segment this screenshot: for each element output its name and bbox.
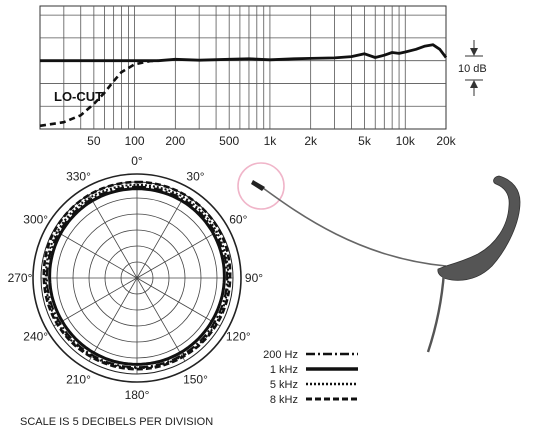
frequency-tick-labels: 50 100 200 500 1k 2k 5k 10k 20k xyxy=(87,134,456,148)
mic-boom-icon xyxy=(262,187,447,267)
scale-marker-arrow-up xyxy=(470,80,478,88)
frequency-tick-label: 100 xyxy=(125,134,145,148)
polar-pattern-chart: 0° 30° 60° 90° 120° 150° 180° 210° 240° 270° 300° 3… xyxy=(8,154,358,428)
lo-cut-series-line xyxy=(39,59,159,128)
headworn-microphone-icon xyxy=(237,162,521,353)
polar-angle-labels: 0° 30° 60° 90° 120° 150° 180° 210° 240° 270° 300° 3… xyxy=(8,154,264,402)
mic-capsule-icon xyxy=(251,180,265,191)
polar-series-dotted xyxy=(44,183,230,370)
frequency-tick-label: 20k xyxy=(436,134,456,148)
polar-angle-label: 180° xyxy=(125,388,150,402)
lo-cut-annotation: LO-CUT xyxy=(54,89,103,104)
frequency-tick-label: 10k xyxy=(396,134,416,148)
scale-marker: 10 dB xyxy=(458,40,487,96)
frequency-plot-frame xyxy=(39,5,447,130)
ear-hook-icon xyxy=(437,175,521,281)
legend-label: 1 kHz xyxy=(270,364,298,376)
legend-label: 8 kHz xyxy=(270,394,298,406)
frequency-tick-label: 200 xyxy=(165,134,185,148)
polar-angle-label: 60° xyxy=(229,213,247,227)
frequency-tick-label: 50 xyxy=(87,134,101,148)
legend-label: 5 kHz xyxy=(270,379,298,391)
frequency-tick-label: 2k xyxy=(304,134,318,148)
polar-series xyxy=(42,180,232,371)
polar-grid xyxy=(41,182,233,374)
frequency-grid xyxy=(40,6,446,129)
polar-angle-label: 120° xyxy=(226,330,251,344)
frequency-response-chart: 50 100 200 500 1k 2k 5k 10k 20k LO-CUT 10 dB xyxy=(39,5,487,148)
frequency-series xyxy=(39,43,448,128)
polar-angle-label: 0° xyxy=(131,154,143,168)
polar-series-solid xyxy=(48,187,226,366)
polar-angle-label: 270° xyxy=(8,271,33,285)
scale-marker-label: 10 dB xyxy=(458,63,487,75)
capsule-highlight-ring xyxy=(237,162,285,210)
polar-angle-label: 210° xyxy=(66,372,91,386)
mic-cable-icon xyxy=(426,271,446,353)
frequency-tick-label: 1k xyxy=(264,134,278,148)
polar-series-dashed xyxy=(42,180,232,371)
polar-angle-label: 240° xyxy=(23,330,48,344)
polar-angle-label: 150° xyxy=(183,372,208,386)
frequency-tick-label: 500 xyxy=(219,134,239,148)
scale-marker-arrow-down xyxy=(470,48,478,56)
polar-angle-label: 30° xyxy=(186,170,204,184)
polar-scale-footnote: SCALE IS 5 DECIBELS PER DIVISION xyxy=(20,416,213,428)
polar-legend: 200 Hz 1 kHz 5 kHz 8 kHz xyxy=(263,349,358,406)
polar-grid-spoke xyxy=(88,194,186,362)
frequency-tick-label: 5k xyxy=(358,134,372,148)
polar-angle-label: 90° xyxy=(245,271,263,285)
legend-label: 200 Hz xyxy=(263,349,298,361)
polar-angle-label: 300° xyxy=(23,213,48,227)
polar-angle-label: 330° xyxy=(66,170,91,184)
